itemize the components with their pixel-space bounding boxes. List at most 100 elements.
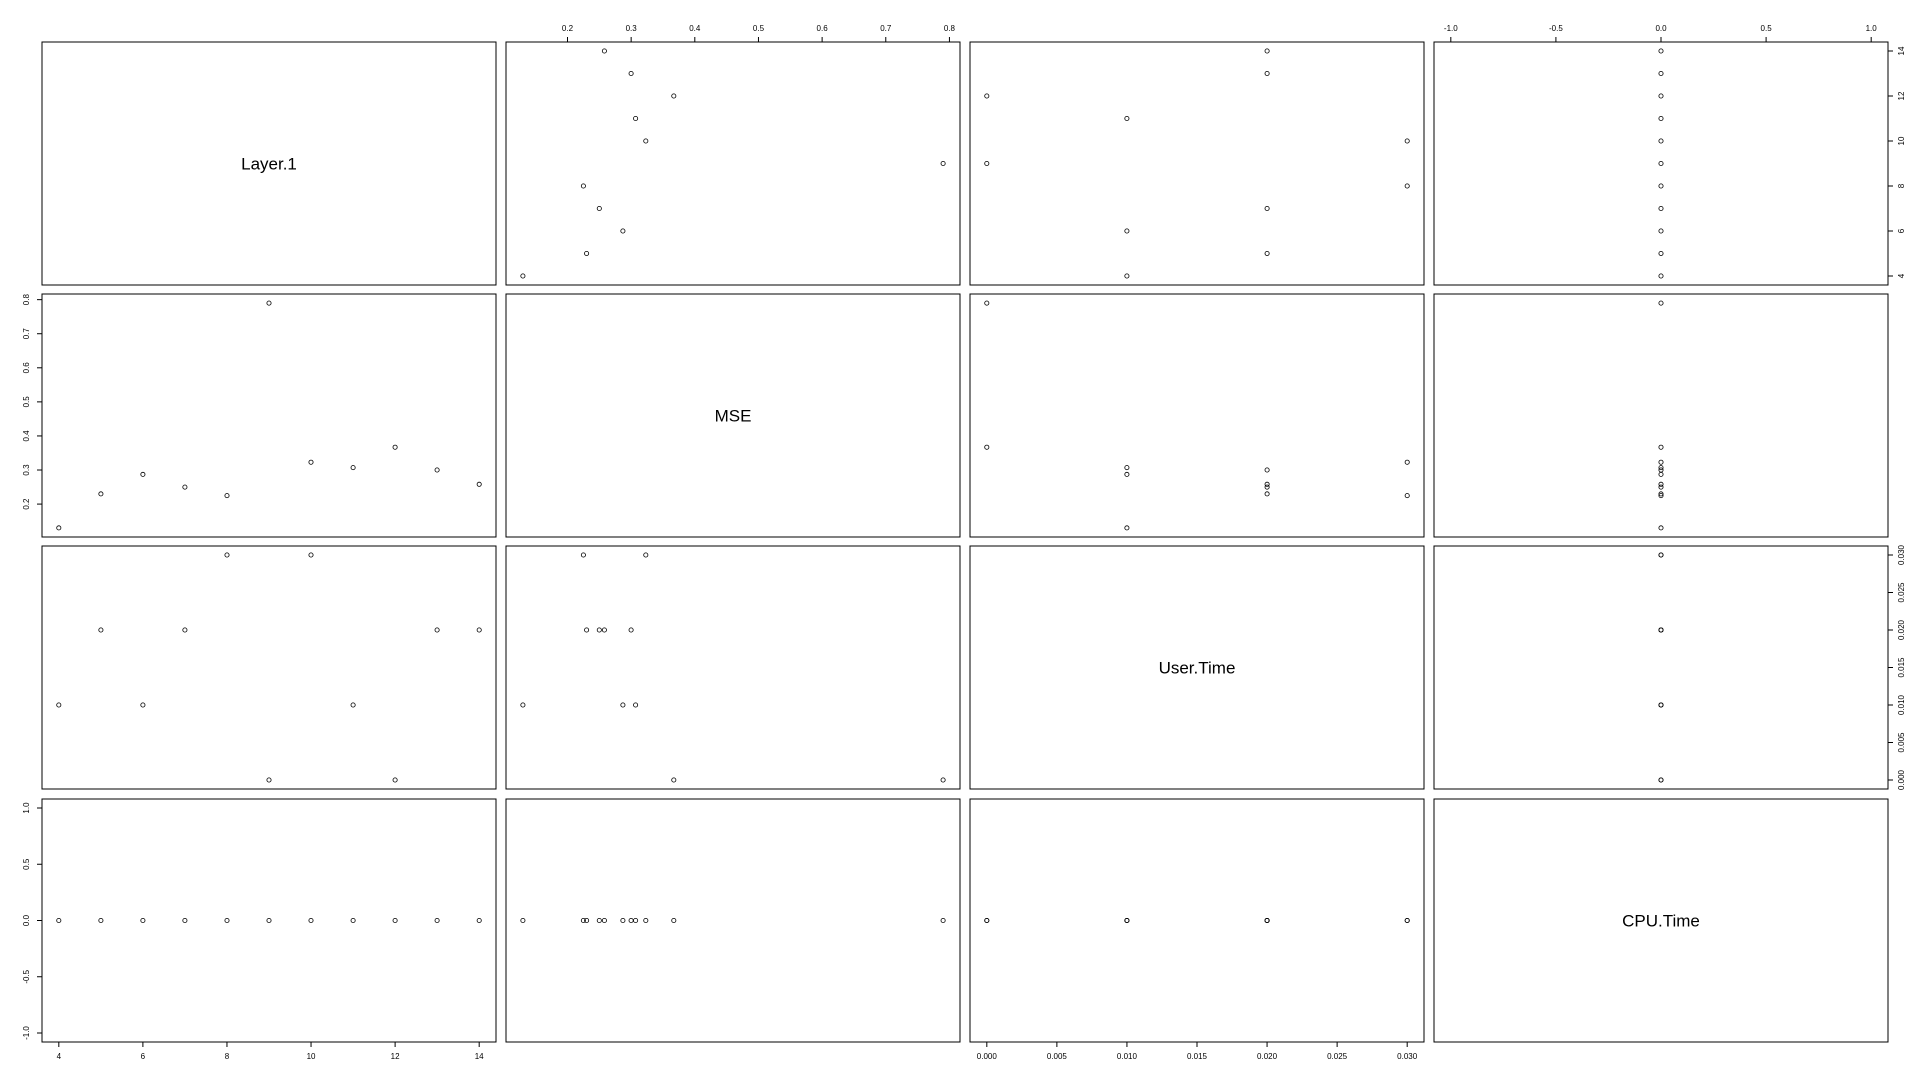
panel-layer-1-vs-user-time-frame [969, 41, 1425, 286]
data-point [940, 160, 946, 166]
data-point [633, 116, 639, 122]
data-point [1658, 138, 1664, 144]
data-point [984, 93, 990, 99]
tick-label: 0.0 [1655, 24, 1667, 33]
panel-layer-1-vs-cpu-time-frame [1433, 41, 1889, 286]
data-point [1658, 71, 1664, 77]
data-point [520, 273, 526, 279]
data-point [628, 918, 634, 924]
panel-cpu-time-vs-layer-1 [41, 798, 497, 1043]
tick-label: 8 [1897, 183, 1906, 188]
axis-bottom-user-time: 0.000 0.005 0.010 0.015 0.020 0.025 0.030 [977, 1041, 1418, 1061]
tick-label: 0.3 [22, 464, 31, 476]
data-point [628, 627, 634, 633]
tick-label: 0.005 [1047, 1052, 1068, 1061]
tick-label: 0.7 [22, 328, 31, 340]
data-point [1658, 525, 1664, 531]
panel-layer-1-vs-mse-frame [505, 41, 961, 286]
data-point [392, 777, 398, 783]
data-point [1404, 183, 1410, 189]
tick-label: 0.5 [1761, 24, 1773, 33]
tick-label: -1.0 [22, 1026, 31, 1040]
data-point [98, 918, 104, 924]
data-point [1404, 459, 1410, 465]
panel-user-time-vs-mse [505, 545, 961, 790]
data-point [984, 918, 990, 924]
data-point [1658, 250, 1664, 256]
tick-label: -0.5 [22, 969, 31, 983]
panel-mse-vs-user-time [969, 293, 1425, 538]
data-point [1124, 116, 1130, 122]
data-point [584, 918, 590, 924]
data-point [601, 48, 607, 54]
tick-label: 0.000 [977, 1052, 998, 1061]
data-point [476, 481, 482, 487]
data-point [671, 777, 677, 783]
data-point [182, 627, 188, 633]
panel-mse-vs-user-time-frame [969, 293, 1425, 538]
panel-layer-1-vs-mse [505, 41, 961, 286]
data-point [984, 300, 990, 306]
panel-cpu-time-vs-layer-1-frame [41, 798, 497, 1043]
data-point [266, 918, 272, 924]
tick-label: 0.2 [22, 498, 31, 510]
tick-label: 0.030 [1897, 544, 1906, 565]
data-point [596, 205, 602, 211]
data-point [1658, 48, 1664, 54]
data-point [266, 777, 272, 783]
panel-mse-vs-mse: MSE [505, 293, 961, 538]
data-point [633, 702, 639, 708]
data-point [620, 228, 626, 234]
data-point [476, 918, 482, 924]
panel-user-time-vs-cpu-time [1433, 545, 1889, 790]
data-point [1124, 525, 1130, 531]
variable-label-layer-1: Layer.1 [241, 155, 297, 174]
data-point [580, 552, 586, 558]
data-point [98, 491, 104, 497]
tick-label: 0.5 [753, 24, 765, 33]
data-point [434, 467, 440, 473]
tick-label: 0.015 [1897, 657, 1906, 678]
tick-label: 0.5 [22, 858, 31, 870]
data-point [940, 777, 946, 783]
data-point [56, 702, 62, 708]
tick-label: 0.020 [1897, 619, 1906, 640]
tick-label: 1.0 [22, 802, 31, 814]
axis-top-mse: 0.2 0.3 0.4 0.5 0.6 0.7 0.8 [562, 24, 956, 43]
tick-label: 0.2 [562, 24, 574, 33]
tick-label: 0.4 [22, 430, 31, 442]
data-point [1658, 484, 1664, 490]
tick-label: 12 [391, 1052, 400, 1061]
panel-cpu-time-vs-user-time [969, 798, 1425, 1043]
data-point [1658, 160, 1664, 166]
tick-label: 0.7 [880, 24, 892, 33]
data-point [56, 918, 62, 924]
tick-label: 4 [57, 1052, 62, 1061]
data-point [1264, 484, 1270, 490]
data-point [984, 160, 990, 166]
data-point [350, 465, 356, 471]
tick-label: 0.000 [1897, 769, 1906, 790]
data-point [596, 918, 602, 924]
tick-label: 0.015 [1187, 1052, 1208, 1061]
axis-right-user-time: 0.000 0.005 0.010 0.015 0.020 0.025 0.030 [1887, 544, 1906, 790]
data-point [224, 552, 230, 558]
tick-label: -0.5 [1549, 24, 1563, 33]
data-point [584, 627, 590, 633]
panel-user-time-vs-mse-frame [505, 545, 961, 790]
data-point [620, 702, 626, 708]
data-point [628, 71, 634, 77]
panel-layer-1-vs-cpu-time [1433, 41, 1889, 286]
data-point [1658, 467, 1664, 473]
data-point [392, 444, 398, 450]
data-point [434, 627, 440, 633]
data-point [1658, 481, 1664, 487]
tick-label: -1.0 [1444, 24, 1458, 33]
tick-label: 0.030 [1397, 1052, 1418, 1061]
data-point [1658, 491, 1664, 497]
data-point [392, 918, 398, 924]
data-point [520, 702, 526, 708]
data-point [140, 471, 146, 477]
panel-mse-vs-cpu-time-frame [1433, 293, 1889, 538]
